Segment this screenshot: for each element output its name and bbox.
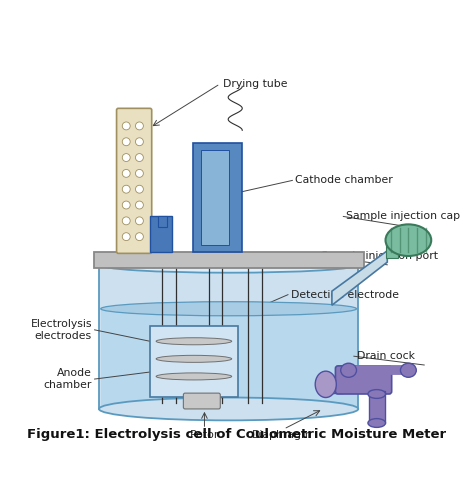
Ellipse shape [122, 185, 130, 193]
Ellipse shape [136, 233, 143, 241]
Ellipse shape [385, 225, 431, 256]
Bar [369, 391, 384, 423]
Ellipse shape [156, 355, 232, 362]
Ellipse shape [99, 398, 358, 420]
Text: Drying tube: Drying tube [223, 79, 287, 89]
Text: Anode
chamber: Anode chamber [44, 368, 92, 390]
FancyBboxPatch shape [183, 393, 220, 409]
Bar [150, 215, 172, 252]
Polygon shape [332, 251, 387, 305]
Ellipse shape [136, 138, 143, 146]
Bar [150, 327, 238, 397]
Bar [385, 244, 398, 258]
Ellipse shape [122, 138, 130, 146]
Text: Electrolysis
electrodes: Electrolysis electrodes [30, 319, 92, 341]
Bar [99, 265, 358, 409]
Ellipse shape [136, 217, 143, 225]
Ellipse shape [101, 302, 356, 316]
Ellipse shape [401, 363, 416, 377]
Text: Sample injection port: Sample injection port [321, 251, 438, 261]
Ellipse shape [156, 338, 232, 345]
Ellipse shape [368, 390, 385, 398]
Ellipse shape [136, 154, 143, 161]
Ellipse shape [122, 217, 130, 225]
Bar [326, 376, 343, 393]
Text: Diaphragm: Diaphragm [252, 430, 312, 440]
Ellipse shape [136, 201, 143, 209]
Ellipse shape [136, 122, 143, 130]
Ellipse shape [122, 154, 130, 161]
Text: Cathode chamber: Cathode chamber [295, 175, 393, 185]
Ellipse shape [368, 419, 385, 427]
Text: Drain cock: Drain cock [356, 351, 415, 361]
Bar [201, 150, 229, 244]
FancyBboxPatch shape [193, 142, 242, 253]
Ellipse shape [122, 201, 130, 209]
Ellipse shape [341, 363, 356, 377]
Bar [158, 215, 167, 227]
FancyBboxPatch shape [117, 108, 152, 254]
Bar [101, 308, 356, 408]
Ellipse shape [122, 170, 130, 177]
Ellipse shape [156, 373, 232, 380]
Ellipse shape [99, 257, 358, 273]
FancyBboxPatch shape [336, 366, 392, 394]
Ellipse shape [136, 170, 143, 177]
Ellipse shape [122, 122, 130, 130]
FancyBboxPatch shape [94, 252, 364, 269]
Text: Figure1: Electrolysis cell of Coulometric Moisture Meter: Figure1: Electrolysis cell of Coulometri… [27, 428, 447, 441]
Ellipse shape [315, 371, 336, 398]
Text: Rotor: Rotor [190, 430, 219, 440]
Ellipse shape [136, 185, 143, 193]
Text: Detection electrode: Detection electrode [291, 290, 399, 299]
Text: Sample injection cap: Sample injection cap [346, 212, 460, 221]
Ellipse shape [122, 233, 130, 241]
